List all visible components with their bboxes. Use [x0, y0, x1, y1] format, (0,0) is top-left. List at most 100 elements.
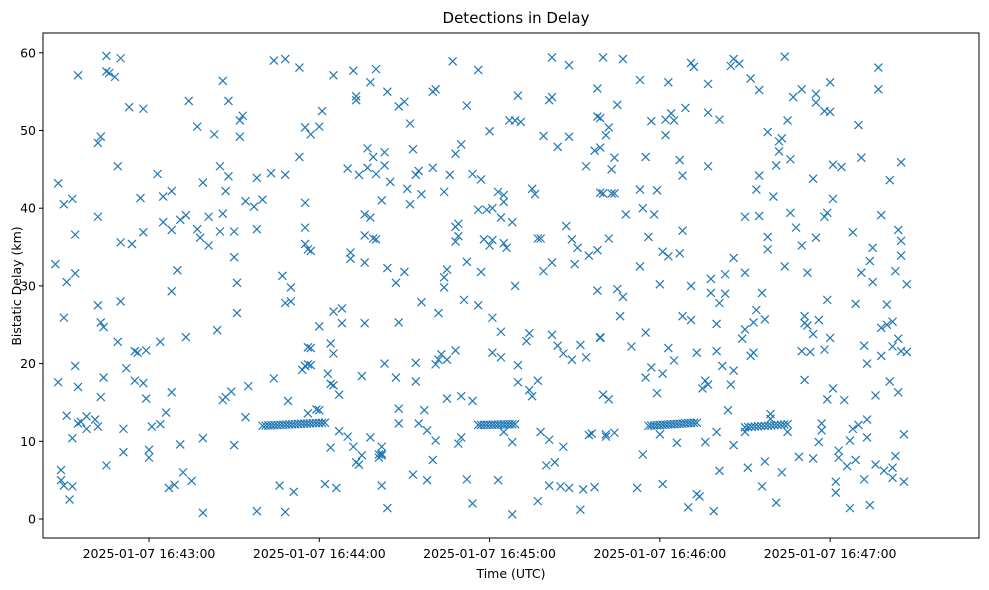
data-point	[510, 281, 520, 291]
data-point	[876, 210, 886, 220]
data-point	[138, 227, 148, 237]
data-point	[575, 505, 585, 515]
data-point	[754, 211, 764, 221]
data-point	[462, 257, 472, 267]
data-point	[780, 52, 790, 62]
data-point	[382, 87, 392, 97]
data-point	[794, 452, 804, 462]
data-point	[348, 442, 358, 452]
data-point	[547, 53, 557, 62]
data-point	[380, 359, 389, 369]
data-point	[590, 146, 599, 156]
data-point	[59, 481, 69, 491]
data-point	[329, 70, 338, 80]
data-point	[658, 479, 668, 489]
data-point	[181, 332, 191, 342]
data-point	[232, 278, 242, 288]
data-point	[820, 345, 829, 355]
data-point	[595, 333, 605, 343]
data-point	[868, 277, 878, 287]
data-point	[638, 203, 648, 213]
y-tick-label: 10	[20, 434, 36, 449]
data-point	[678, 226, 687, 236]
data-point	[598, 53, 608, 62]
data-point	[312, 405, 321, 414]
data-point	[141, 345, 151, 355]
data-point	[720, 269, 730, 279]
data-point	[414, 166, 424, 176]
data-point	[683, 502, 693, 512]
data-point	[612, 100, 622, 110]
data-point	[360, 230, 370, 240]
data-point	[192, 122, 202, 132]
data-point	[612, 284, 622, 294]
data-point	[314, 405, 324, 415]
x-tick-label: 2025-01-07 16:47:00	[764, 546, 897, 561]
data-point	[136, 193, 145, 203]
data-point	[192, 224, 202, 234]
data-point	[890, 266, 900, 276]
data-point	[487, 203, 497, 213]
data-point	[814, 437, 824, 447]
data-point	[800, 311, 810, 321]
x-tick-label: 2025-01-07 16:46:00	[593, 546, 726, 561]
data-point	[459, 295, 469, 305]
data-point	[820, 212, 829, 222]
data-point	[604, 394, 614, 404]
data-point	[703, 380, 713, 390]
data-point	[808, 329, 818, 339]
data-point	[167, 387, 177, 397]
data-point	[269, 373, 279, 383]
data-point	[394, 404, 404, 414]
data-point	[658, 369, 668, 379]
data-point	[155, 419, 165, 429]
data-point	[229, 440, 239, 450]
data-point	[391, 278, 401, 288]
data-point	[751, 305, 761, 315]
data-point	[280, 507, 290, 517]
data-point	[879, 466, 889, 476]
data-point	[828, 194, 838, 204]
data-point	[198, 178, 208, 187]
data-point	[604, 122, 614, 132]
data-point	[99, 373, 109, 383]
data-point	[119, 424, 128, 434]
data-point	[825, 107, 835, 117]
data-point	[595, 143, 605, 153]
data-point	[507, 437, 517, 447]
data-point	[896, 251, 906, 261]
data-point	[888, 463, 897, 473]
data-point	[62, 411, 72, 421]
data-point	[329, 349, 338, 358]
data-point	[581, 352, 591, 362]
data-point	[785, 208, 795, 218]
data-point	[56, 475, 66, 485]
data-point	[692, 348, 702, 358]
data-point	[754, 85, 764, 95]
data-point	[431, 84, 441, 94]
data-point	[417, 189, 426, 199]
data-point	[845, 436, 855, 445]
data-point	[485, 126, 494, 136]
data-point	[385, 177, 395, 187]
data-point	[859, 341, 869, 351]
data-point	[592, 84, 602, 93]
data-point	[888, 473, 897, 483]
data-point	[893, 334, 903, 344]
data-point	[663, 77, 673, 87]
data-point	[323, 369, 333, 379]
data-point	[715, 298, 724, 308]
data-point	[371, 169, 381, 179]
data-point	[116, 297, 126, 306]
data-point	[751, 185, 761, 194]
data-point	[451, 237, 460, 247]
data-point	[275, 481, 284, 491]
data-point	[715, 466, 724, 476]
data-point	[320, 479, 330, 489]
data-point	[73, 419, 83, 428]
data-point	[351, 91, 361, 101]
data-point	[496, 327, 506, 337]
data-point	[689, 62, 699, 72]
data-point	[473, 205, 483, 215]
data-point	[445, 170, 455, 180]
